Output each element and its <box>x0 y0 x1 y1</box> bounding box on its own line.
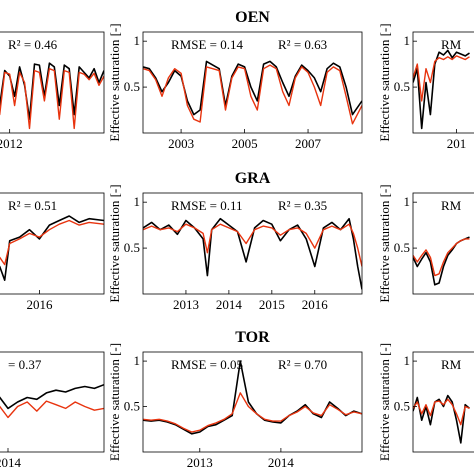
y-axis-label: Effective saturation [-] <box>107 184 122 302</box>
series-observed-line <box>143 217 362 290</box>
r2-annotation: R² = 0.63 <box>278 37 327 52</box>
series-simulated-line <box>413 55 470 102</box>
y-tick-label: 1 <box>134 194 141 209</box>
axes-frame <box>0 31 105 134</box>
y-axis-label: Effective saturation [-] <box>377 184 392 302</box>
x-tick-label: 2013 <box>173 297 199 312</box>
rmse-annotation: RM <box>441 37 462 52</box>
series-observed-line <box>0 62 104 120</box>
panel-3: 201 0.5 1 Effective saturation [-] RM <box>377 23 474 151</box>
y-tick-label: 0.5 <box>124 79 140 94</box>
y-tick-label: 1 <box>134 353 141 368</box>
y-tick-label: 0.5 <box>394 399 410 414</box>
series-simulated-line <box>0 219 104 266</box>
r2-annotation: R² = 0.51 <box>8 198 57 213</box>
panel-8: 2013 2014 0.5 1 Effective saturation [-] TOR R… <box>107 329 363 470</box>
y-tick-label: 0.5 <box>394 240 410 255</box>
axes-frame <box>142 351 363 453</box>
x-tick-label: 2014 <box>216 297 243 312</box>
axes-frame <box>0 192 105 295</box>
panel-5: 2013 2014 2015 2016 0.5 1 Effective saturation… <box>107 170 363 312</box>
series-simulated-line <box>413 398 470 426</box>
rmse-annotation: RMSE = 0.11 <box>171 198 243 213</box>
series-simulated-line <box>413 238 470 277</box>
axes-frame <box>142 192 363 295</box>
series-simulated-line <box>143 223 362 267</box>
axes-frame <box>142 31 363 134</box>
y-axis-label: Effective saturation [-] <box>107 343 122 461</box>
series-observed-line <box>0 215 104 282</box>
series-observed-line <box>413 49 470 130</box>
y-axis-label: Effective saturation [-] <box>377 343 392 461</box>
series-observed-line <box>143 360 362 435</box>
r2-annotation: R² = 0.46 <box>8 37 58 52</box>
panel-4: 152016R² = 0.51 <box>0 192 105 312</box>
series-simulated-line <box>143 392 362 433</box>
rmse-annotation: RM <box>441 357 462 372</box>
x-tick-label: 2016 <box>302 297 329 312</box>
series-simulated-line <box>0 400 104 419</box>
series-simulated-line <box>0 67 104 130</box>
panel-7: 2014 = 0.37 <box>0 351 105 470</box>
panel-1: 2012 R² = 0.46 <box>0 31 105 151</box>
panel-2: 2003 2005 2007 0.5 1 Effective saturation [-]… <box>107 9 363 151</box>
y-tick-label: 0.5 <box>124 240 140 255</box>
r2-annotation: R² = 0.70 <box>278 357 327 372</box>
x-tick-label: 2005 <box>232 136 258 151</box>
x-tick-label: 2007 <box>295 136 322 151</box>
r2-annotation: R² = 0.35 <box>278 198 327 213</box>
rmse-annotation: RMSE = 0.14 <box>171 37 243 52</box>
axes-frame <box>0 351 105 453</box>
panel-title: GRA <box>235 170 271 187</box>
y-axis-label: Effective saturation [-] <box>377 23 392 141</box>
panel-6: 0.5 1 Effective saturation [-] RM <box>377 184 474 303</box>
x-tick-label: 2014 <box>0 455 22 470</box>
x-tick-label: 2003 <box>168 136 194 151</box>
panel-9: 0.5 1 Effective saturation [-] RM <box>377 343 474 461</box>
x-tick-label: 201 <box>447 136 467 151</box>
y-tick-label: 1 <box>134 33 141 48</box>
x-tick-label: 2016 <box>26 297 53 312</box>
panel-title: OEN <box>235 9 270 26</box>
axes-frame <box>412 192 474 295</box>
y-axis-label: Effective saturation [-] <box>107 23 122 141</box>
series-observed-line <box>0 383 104 410</box>
rmse-annotation: RMSE = 0.05 <box>171 357 243 372</box>
x-tick-label: 2015 <box>259 297 285 312</box>
y-tick-label: 0.5 <box>124 399 140 414</box>
x-tick-label: 2012 <box>0 136 23 151</box>
y-tick-label: 1 <box>404 194 411 209</box>
axes-frame <box>412 351 474 453</box>
y-tick-label: 1 <box>404 353 411 368</box>
series-simulated-line <box>143 64 362 125</box>
x-tick-label: 2014 <box>268 455 295 470</box>
x-tick-label: 2013 <box>187 455 213 470</box>
y-tick-label: 1 <box>404 33 411 48</box>
series-observed-line <box>143 60 362 116</box>
y-tick-label: 0.5 <box>394 79 410 94</box>
rmse-annotation: RM <box>441 198 462 213</box>
series-observed-line <box>413 236 470 286</box>
r2-annotation: = 0.37 <box>8 357 42 372</box>
panel-title: TOR <box>235 329 270 346</box>
